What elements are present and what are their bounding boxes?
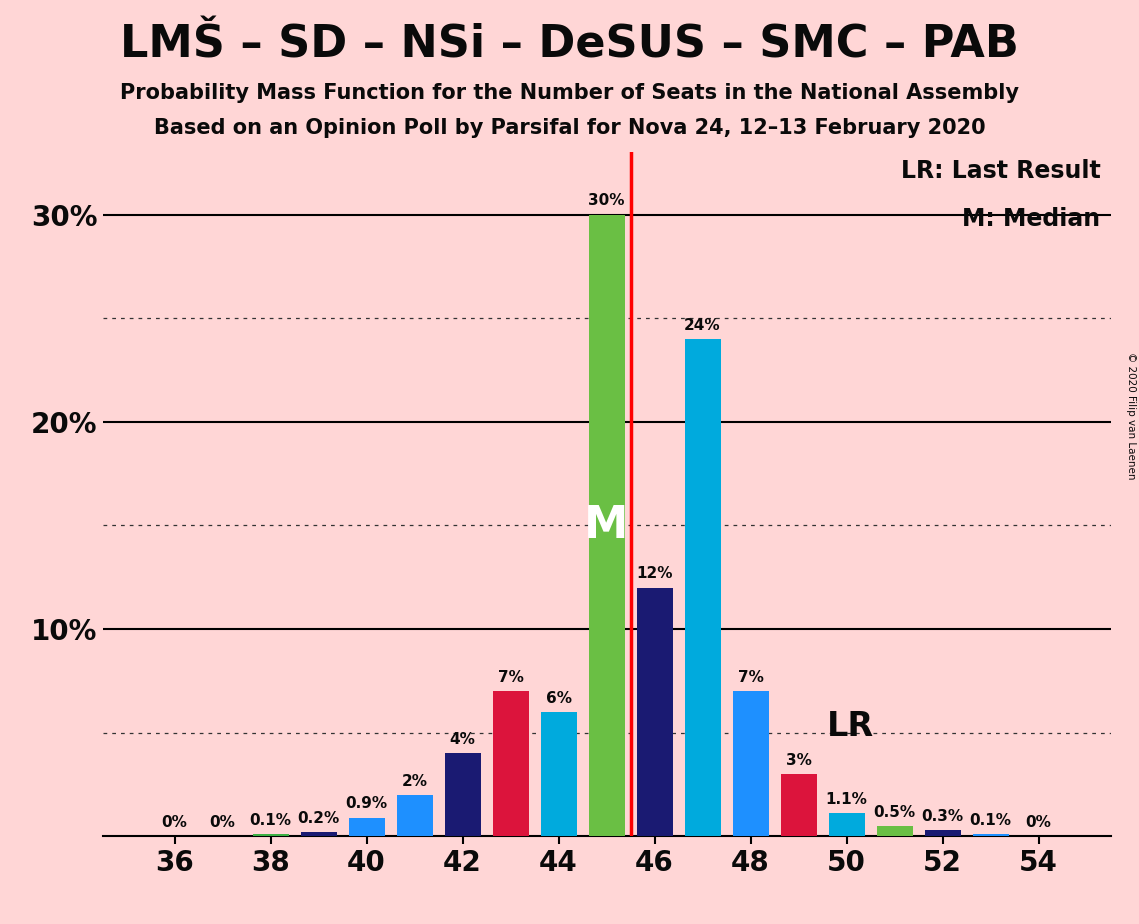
Bar <box>396 795 433 836</box>
Text: 0.2%: 0.2% <box>297 811 339 826</box>
Text: LR: LR <box>827 710 875 743</box>
Text: 1.1%: 1.1% <box>826 792 868 808</box>
Text: 30%: 30% <box>588 193 625 209</box>
Text: M: Median: M: Median <box>962 207 1100 231</box>
Text: 24%: 24% <box>685 318 721 333</box>
Text: LMŠ – SD – NSi – DeSUS – SMC – PAB: LMŠ – SD – NSi – DeSUS – SMC – PAB <box>120 23 1019 67</box>
Bar <box>541 711 576 836</box>
Bar <box>925 830 960 836</box>
Text: LR: Last Result: LR: Last Result <box>901 159 1100 183</box>
Bar <box>780 774 817 836</box>
Text: 0%: 0% <box>162 815 188 830</box>
Bar <box>637 588 672 836</box>
Text: 0.1%: 0.1% <box>969 813 1011 828</box>
Text: 6%: 6% <box>546 690 572 706</box>
Text: 0.9%: 0.9% <box>345 796 387 811</box>
Text: 7%: 7% <box>498 670 524 685</box>
Text: 7%: 7% <box>738 670 763 685</box>
Bar <box>973 834 1008 836</box>
Bar <box>253 834 288 836</box>
Bar <box>492 691 528 836</box>
Bar <box>828 813 865 836</box>
Bar <box>444 753 481 836</box>
Text: 0.1%: 0.1% <box>249 813 292 828</box>
Text: 12%: 12% <box>637 566 673 581</box>
Text: 0.5%: 0.5% <box>874 805 916 820</box>
Text: 2%: 2% <box>402 773 427 788</box>
Bar <box>685 339 721 836</box>
Bar <box>301 833 336 836</box>
Text: © 2020 Filip van Laenen: © 2020 Filip van Laenen <box>1126 352 1136 480</box>
Text: 0%: 0% <box>210 815 236 830</box>
Bar <box>349 818 385 836</box>
Text: 4%: 4% <box>450 732 475 748</box>
Text: Based on an Opinion Poll by Parsifal for Nova 24, 12–13 February 2020: Based on an Opinion Poll by Parsifal for… <box>154 118 985 139</box>
Text: Probability Mass Function for the Number of Seats in the National Assembly: Probability Mass Function for the Number… <box>120 83 1019 103</box>
Bar <box>589 214 624 836</box>
Text: 0.3%: 0.3% <box>921 808 964 824</box>
Text: M: M <box>584 504 629 547</box>
Bar <box>877 826 912 836</box>
Text: 0%: 0% <box>1025 815 1051 830</box>
Text: 3%: 3% <box>786 753 811 768</box>
Bar <box>732 691 769 836</box>
